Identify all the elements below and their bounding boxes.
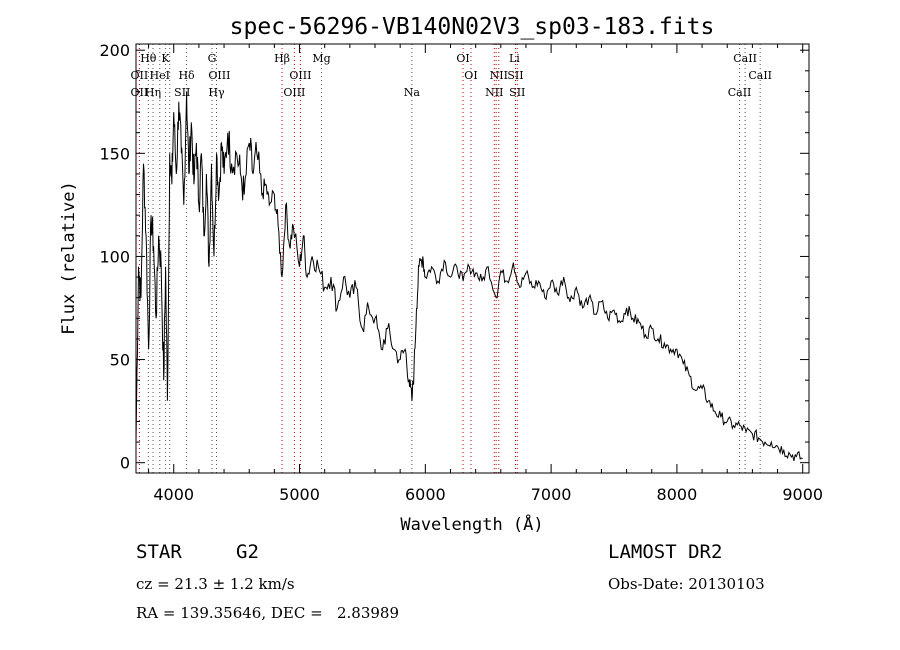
spectral-subclass: G2	[236, 541, 259, 563]
x-tick-label: 6000	[405, 485, 446, 504]
line-label: Hβ	[274, 52, 290, 65]
y-tick-label: 100	[99, 247, 130, 266]
line-markers	[138, 44, 761, 473]
line-label: Hδ	[178, 69, 195, 82]
object-class: STAR	[136, 541, 182, 563]
redshift-value: cz = 21.3 ± 1.2 km/s	[136, 575, 295, 593]
x-tick-label: 5000	[279, 485, 320, 504]
line-label: OII	[131, 86, 149, 99]
x-tick-label: 9000	[782, 485, 823, 504]
y-axis: 0 50 100 150 200	[99, 41, 809, 473]
x-axis: 4000 5000 6000 7000 8000 9000	[148, 44, 823, 504]
line-label: CaII	[748, 69, 772, 82]
y-tick-label: 0	[120, 454, 130, 473]
line-label: Li	[509, 52, 520, 65]
observation-date: Obs-Date: 20130103	[608, 575, 765, 593]
line-label: OIII	[283, 86, 305, 99]
y-axis-label: Flux (relative)	[59, 181, 79, 335]
line-label: SII	[509, 86, 525, 99]
line-label: Hη	[145, 86, 161, 99]
line-label: Hγ	[208, 86, 225, 99]
survey-name: LAMOST DR2	[608, 541, 723, 563]
x-tick-label: 7000	[531, 485, 572, 504]
line-label: OI	[456, 52, 469, 65]
line-label: CaII	[728, 86, 752, 99]
line-label: NII	[490, 69, 508, 82]
line-label: OII	[131, 69, 149, 82]
line-label: OI	[464, 69, 477, 82]
line-label: CaII	[733, 52, 757, 65]
y-tick-label: 50	[110, 351, 130, 370]
y-tick-label: 200	[99, 41, 130, 60]
line-label: K	[161, 52, 170, 65]
y-tick-label: 150	[99, 144, 130, 163]
line-label: HeI	[150, 69, 170, 82]
line-label: SII	[507, 69, 523, 82]
coordinates: RA = 139.35646, DEC = 2.83989	[136, 604, 400, 622]
line-label: Na	[404, 86, 421, 99]
line-label: OIII	[208, 69, 230, 82]
line-label: Mg	[312, 52, 330, 65]
line-label: NII	[485, 86, 503, 99]
x-tick-label: 4000	[153, 485, 194, 504]
chart-title: spec-56296-VB140N02V3_sp03-183.fits	[230, 14, 715, 40]
line-label: OIII	[289, 69, 311, 82]
x-tick-label: 8000	[657, 485, 698, 504]
x-axis-label: Wavelength (Å)	[400, 513, 543, 535]
line-label: SII	[174, 86, 190, 99]
line-label: Hθ	[140, 52, 157, 65]
line-label: G	[208, 52, 217, 65]
spectrum-series	[135, 91, 803, 462]
plot-frame	[135, 43, 810, 474]
